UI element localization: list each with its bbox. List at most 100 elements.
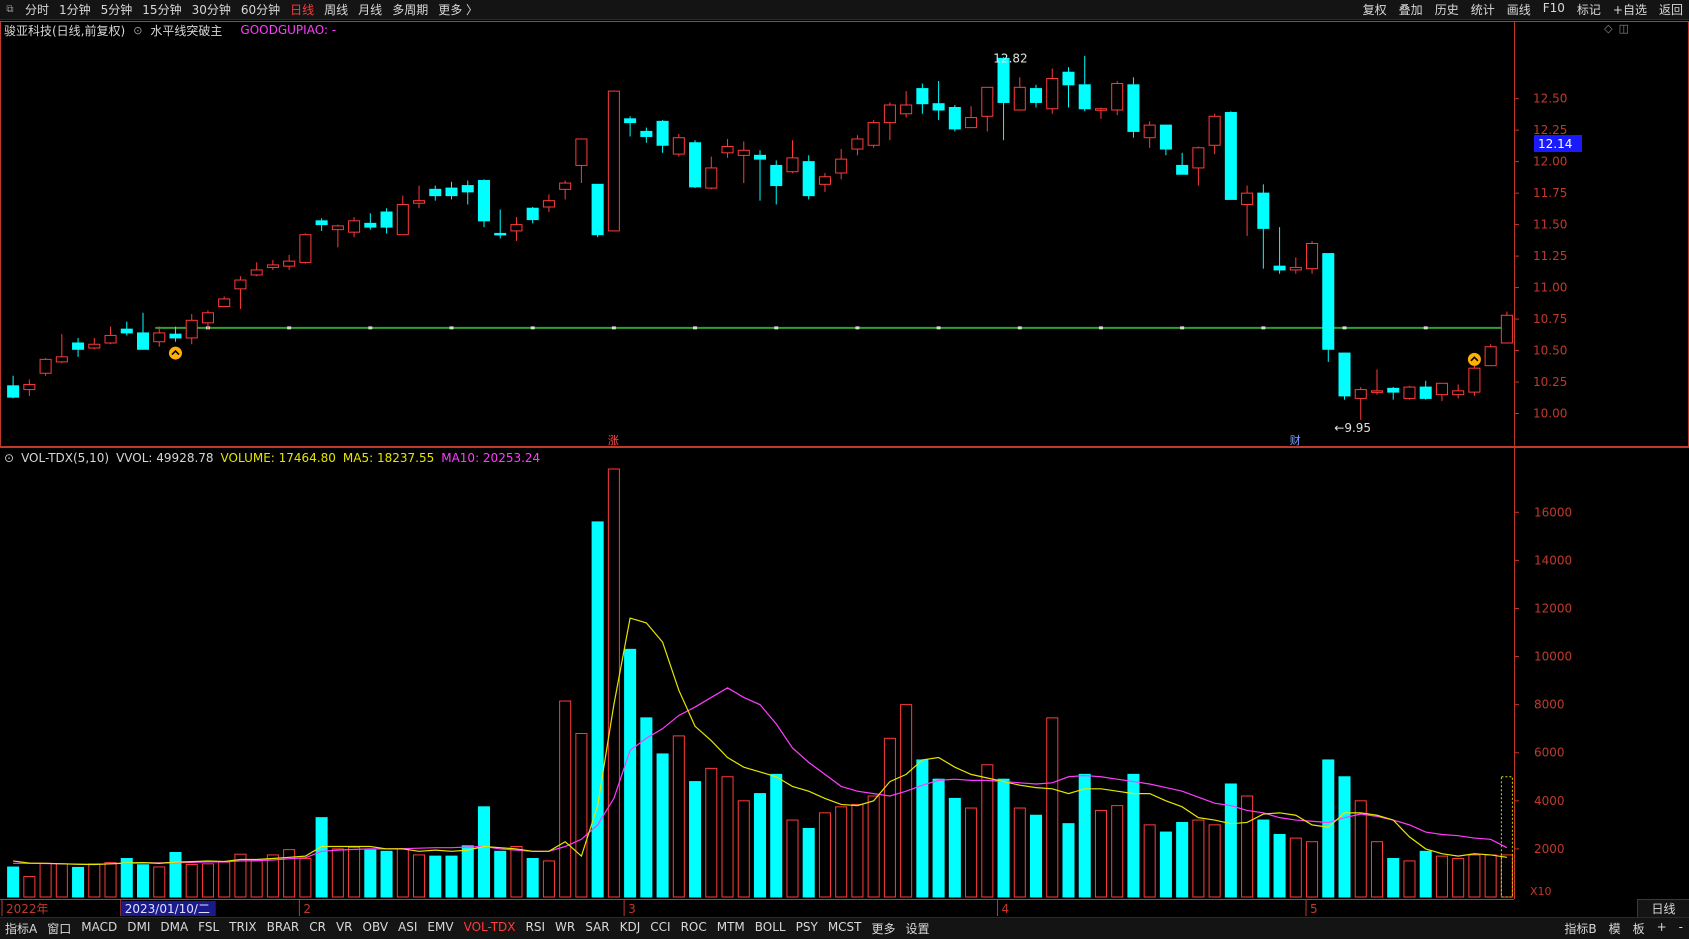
indicator-name[interactable]: 水平线突破主	[150, 23, 223, 38]
time-label-highlight	[121, 901, 216, 916]
bottom-button-1[interactable]: 模	[1608, 922, 1621, 936]
volume-bar-41	[672, 735, 685, 898]
volume-bar-36	[591, 521, 604, 898]
toolbar-button-8[interactable]: 返回	[1658, 3, 1683, 17]
toolbar-button-4[interactable]: 画线	[1506, 3, 1531, 17]
period-tab-1[interactable]: 1分钟	[59, 3, 91, 17]
volume-bar-25	[413, 854, 426, 898]
volume-bar-84	[1370, 841, 1384, 898]
period-tab-8[interactable]: 月线	[358, 3, 383, 17]
volume-bar-44	[721, 776, 734, 898]
candle-body-26	[429, 188, 442, 197]
price-tick-label-7: 11.75	[1533, 186, 1567, 200]
indicator-tab-23[interactable]: MCST	[827, 920, 862, 934]
indicator-tab-8[interactable]: CR	[309, 920, 326, 934]
toolbar-button-3[interactable]: 统计	[1470, 3, 1495, 17]
indicator-tab-16[interactable]: SAR	[585, 920, 610, 934]
period-tab-6[interactable]: 日线	[290, 3, 315, 17]
candle-body-46	[753, 154, 767, 160]
volume-bar-27	[445, 855, 458, 898]
volume-bar-14	[234, 853, 247, 898]
volume-value: VOLUME: 17464.80	[220, 451, 336, 465]
period-tabs: 分时 1分钟 5分钟 15分钟 30分钟 60分钟 日线 周线 月线 多周期 更多 〉	[20, 1, 483, 18]
bottom-button-0[interactable]: 指标B	[1564, 922, 1597, 936]
indicator-tab-10[interactable]: OBV	[362, 920, 389, 934]
period-tab-0[interactable]: 分时	[25, 3, 50, 17]
indicator-tab-5[interactable]: FSL	[198, 920, 220, 934]
volume-bar-55	[900, 704, 913, 898]
toolbar-button-5[interactable]: F10	[1542, 1, 1565, 15]
indicator-value: GOODGUPIAO: -	[240, 23, 337, 37]
toolbar-button-0[interactable]: 复权	[1362, 3, 1387, 17]
indicator-tab-4[interactable]: DMA	[160, 920, 189, 934]
indicator-tab-0[interactable]: 指标A	[5, 922, 38, 936]
bottom-button-3[interactable]: +	[1656, 920, 1667, 934]
volume-bar-85	[1387, 858, 1400, 898]
indicator-tab-1[interactable]: 窗口	[47, 922, 72, 936]
candle-body-13	[218, 298, 231, 307]
volume-bar-78	[1273, 833, 1286, 898]
indicator-tab-11[interactable]: ASI	[398, 920, 418, 934]
candle-body-85	[1387, 387, 1400, 393]
toolbar-button-7[interactable]: +自选	[1612, 3, 1647, 17]
indicator-tab-19[interactable]: ROC	[680, 920, 707, 934]
diamond-icon[interactable]: ◇	[1604, 22, 1613, 35]
bottom-button-2[interactable]: 板	[1632, 922, 1645, 936]
candle-body-56	[916, 88, 929, 105]
event-marker-1: 财	[1290, 433, 1301, 447]
signal-arrow-1	[1470, 356, 1479, 362]
kline-chart[interactable]: 10.00 10.25 10.50 10.75 11.00 11.25 11.50 11.75…	[0, 0, 1689, 917]
indicator-tab-21[interactable]: BOLL	[754, 920, 786, 934]
toolbar-button-6[interactable]: 标记	[1576, 3, 1601, 17]
candle-body-74	[1208, 115, 1221, 146]
indicator-tab-6[interactable]: TRIX	[229, 920, 257, 934]
ma10-value: MA10: 20253.24	[441, 451, 541, 465]
indicator-tab-17[interactable]: KDJ	[619, 920, 641, 934]
indicator-tab-12[interactable]: EMV	[427, 920, 454, 934]
indicator-tab-7[interactable]: BRAR	[266, 920, 300, 934]
indicator-tab-15[interactable]: WR	[555, 920, 576, 934]
volume-bar-46	[753, 793, 767, 898]
candle-body-17	[283, 260, 296, 267]
candle-body-4	[72, 342, 85, 350]
restore-window-icon[interactable]: ⧉	[6, 4, 14, 15]
period-tab-2[interactable]: 5分钟	[100, 3, 133, 17]
period-tab-10[interactable]: 更多 〉	[438, 3, 479, 17]
volume-bar-63	[1030, 814, 1043, 898]
indicator-tab-18[interactable]: CCI	[650, 920, 671, 934]
panel-expand-icon[interactable]: ◫	[1618, 22, 1629, 35]
period-tab-9[interactable]: 多周期	[392, 3, 429, 17]
toolbar-button-1[interactable]: 叠加	[1398, 3, 1423, 17]
bottom-indicator-bar: 指标A 窗口 MACD DMI DMA FSL TRIX BRAR CR VR OBV ASI EMV V…	[0, 917, 1689, 939]
volume-bar-74	[1208, 824, 1221, 898]
indicator-tab-9[interactable]: VR	[335, 920, 353, 934]
candle-body-78	[1273, 265, 1286, 271]
bottom-button-4[interactable]: -	[1678, 920, 1683, 934]
period-tab-5[interactable]: 60分钟	[240, 3, 281, 17]
period-tab-7[interactable]: 周线	[324, 3, 349, 17]
candle-body-9	[153, 332, 166, 343]
volume-indicator-name[interactable]: VOL-TDX(5,10)	[21, 451, 110, 465]
indicator-tab-14[interactable]: RSI	[525, 920, 546, 934]
candle-body-48	[786, 157, 799, 173]
indicator-tab-24[interactable]: 更多	[871, 922, 896, 936]
volume-bar-72	[1176, 821, 1189, 898]
indicator-toggle-icon[interactable]: ⊙	[133, 23, 143, 37]
candle-body-61	[997, 57, 1010, 103]
volume-bar-2	[39, 862, 52, 898]
indicator-tab-22[interactable]: PSY	[795, 920, 818, 934]
toolbar-right-buttons: 复权 叠加 历史 统计 画线 F10 标记 +自选 返回	[1357, 1, 1689, 18]
volume-toggle-icon[interactable]: ⊙	[4, 451, 15, 465]
stock-title[interactable]: 骏亚科技(日线,前复权)	[4, 23, 126, 38]
indicator-tab-2[interactable]: MACD	[81, 920, 118, 934]
candle-body-92	[1500, 314, 1513, 344]
indicator-tab-3[interactable]: DMI	[127, 920, 151, 934]
period-indicator-box[interactable]: 日线	[1637, 899, 1689, 917]
volume-tick-label-0: 2000	[1534, 842, 1565, 856]
toolbar-button-2[interactable]: 历史	[1434, 3, 1459, 17]
period-tab-3[interactable]: 15分钟	[142, 3, 182, 17]
indicator-tab-13[interactable]: VOL-TDX	[463, 920, 516, 934]
period-tab-4[interactable]: 30分钟	[191, 3, 231, 17]
indicator-tab-25[interactable]: 设置	[905, 922, 930, 936]
indicator-tab-20[interactable]: MTM	[716, 920, 745, 934]
